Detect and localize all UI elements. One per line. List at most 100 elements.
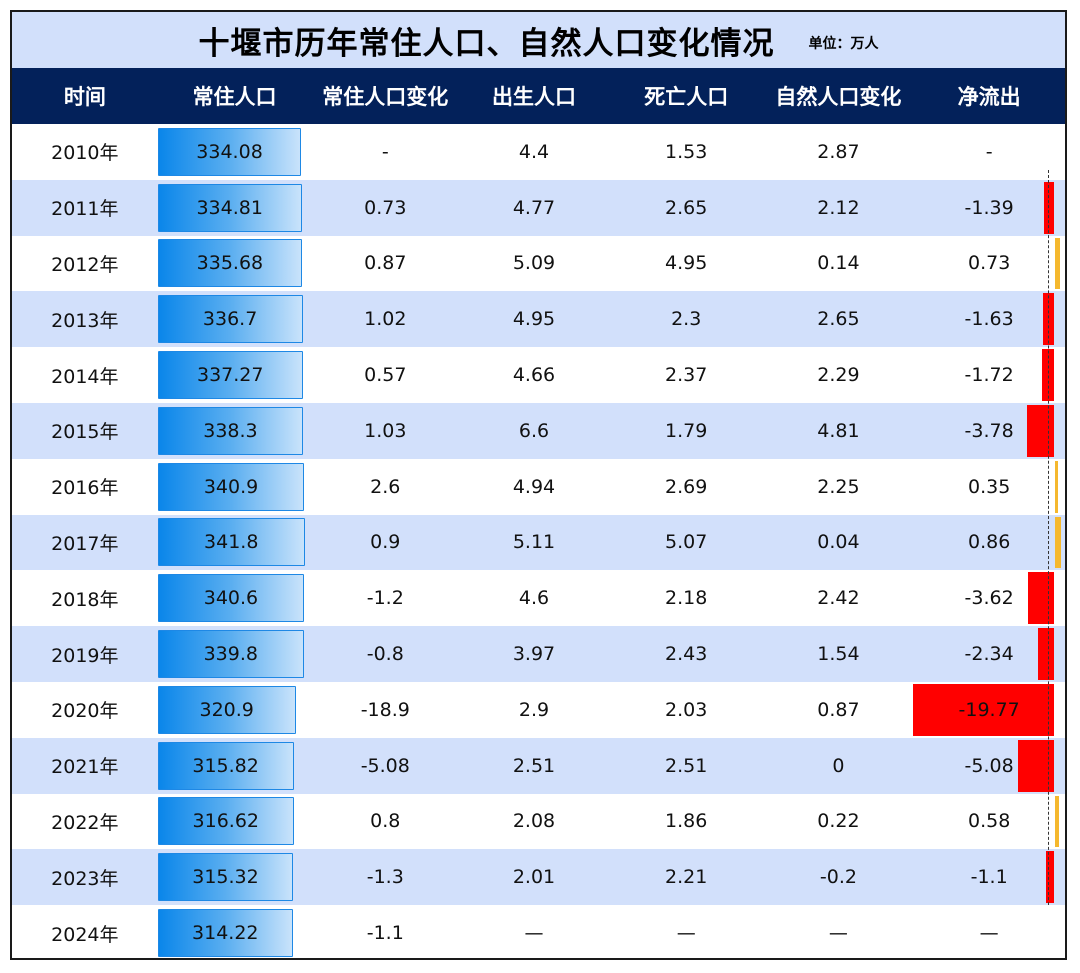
deaths-cell: — [676,922,696,945]
net-outflow-cell: -2.34 [913,626,1065,682]
population-change-cell: 1.02 [364,308,407,331]
net-outflow-data-bar [1027,404,1055,457]
table-row: 2024年 314.22 -1.1 — — — — [12,905,1065,961]
births-cell: 4.4 [518,140,550,163]
population-data-bar: 340.6 [157,574,305,623]
table-row: 2019年 339.8 -0.8 3.97 2.43 1.54 -2.34 [12,626,1065,682]
population-change-cell: -1.2 [366,587,404,610]
population-change-cell: 0.57 [364,364,407,387]
year-cell: 2010年 [51,142,119,165]
year-cell: 2017年 [51,532,119,555]
year-cell: 2013年 [51,309,119,332]
natural-change-cell: 1.54 [817,643,860,666]
population-change-cell: -5.08 [360,754,410,777]
population-data-bar: 339.8 [157,630,304,679]
natural-change-cell: 2.12 [817,196,860,219]
population-cell: 315.82 [157,738,312,794]
deaths-cell: 2.18 [665,587,708,610]
net-outflow-value: -5.08 [964,754,1014,777]
net-outflow-value: 0.58 [967,810,1011,833]
net-outflow-data-bar [913,683,1055,736]
net-outflow-value: -1.72 [964,364,1014,387]
population-cell: 340.9 [157,459,312,515]
net-outflow-cell: -1.63 [913,291,1065,347]
births-cell: 3.97 [512,643,556,666]
population-cell: 334.81 [157,180,312,236]
net-outflow-data-bar [1044,181,1055,234]
net-outflow-cell: - [913,124,1065,180]
population-data-bar: 334.08 [157,127,302,176]
population-table: 十堰市历年常住人口、自然人口变化情况 单位：万人 时间 常住人口 常住人口变化 … [10,10,1067,960]
table-row: 2014年 337.27 0.57 4.66 2.37 2.29 -1.72 [12,347,1065,403]
deaths-cell: 5.07 [665,531,708,554]
header-year: 时间 [63,85,106,109]
population-cell: 339.8 [157,626,312,682]
table-row: 2023年 315.32 -1.3 2.01 2.21 -0.2 -1.1 [12,849,1065,906]
net-outflow-value: -3.78 [964,419,1014,442]
births-cell: 2.9 [518,698,550,721]
population-data-bar: 315.82 [157,741,294,790]
population-cell: 320.9 [157,682,312,738]
deaths-cell: 2.43 [665,643,708,666]
population-cell: 335.68 [157,236,312,292]
net-outflow-cell: -19.77 [913,682,1065,738]
unit-label: 单位：万人 [808,36,879,52]
population-change-cell: 1.03 [364,419,407,442]
year-cell: 2014年 [51,365,119,388]
natural-change-cell: 2.87 [817,140,860,163]
population-cell: 336.7 [157,291,312,347]
population-cell: 337.27 [157,347,312,403]
deaths-cell: 1.79 [665,419,708,442]
page-title: 十堰市历年常住人口、自然人口变化情况 [198,25,775,62]
table-row: 2017年 341.8 0.9 5.11 5.07 0.04 0.86 [12,514,1065,571]
table-row: 2013年 336.7 1.02 4.95 2.3 2.65 -1.63 [12,291,1065,348]
net-outflow-data-bar [1055,795,1060,848]
year-cell: 2021年 [51,756,119,779]
net-outflow-data-bar [1055,237,1061,290]
population-data-bar: 340.9 [157,462,305,511]
births-cell: 4.6 [518,587,550,610]
population-data-bar: 341.8 [157,518,305,567]
natural-change-cell: 0.14 [817,252,860,275]
population-change-cell: 0.9 [370,531,401,554]
net-outflow-cell: 0.35 [913,459,1065,515]
population-data-bar: 314.22 [157,909,293,958]
year-cell: 2022年 [51,811,119,834]
population-cell: 334.08 [157,124,312,180]
net-outflow-cell: — [913,905,1065,961]
table-row: 2012年 335.68 0.87 5.09 4.95 0.14 0.73 [12,236,1065,292]
natural-change-cell: 2.65 [817,308,860,331]
net-outflow-value: -2.34 [964,643,1014,666]
header-population-change: 常住人口变化 [322,85,449,109]
deaths-cell: 2.65 [665,196,708,219]
table-body: 2010年 334.08 - 4.4 1.53 2.87 - 2011年 334.81 0.73 4… [12,124,1065,961]
deaths-cell: 2.37 [665,364,708,387]
births-cell: 2.51 [512,754,556,777]
table-row: 2021年 315.82 -5.08 2.51 2.51 0 -5.08 [12,737,1065,794]
population-data-bar: 337.27 [157,351,303,400]
natural-change-cell: 4.81 [817,419,860,442]
natural-change-cell: — [828,922,848,945]
table-row: 2020年 320.9 -18.9 2.9 2.03 0.87 -19.77 [12,682,1065,738]
net-outflow-cell: -3.78 [913,403,1065,459]
births-cell: 4.95 [512,308,556,331]
births-cell: 4.77 [512,196,556,219]
net-outflow-value: -19.77 [958,698,1020,721]
natural-change-cell: 0.04 [817,531,860,554]
year-cell: 2018年 [51,588,119,611]
births-cell: 5.11 [512,531,556,554]
natural-change-cell: 0.87 [817,698,860,721]
table-row: 2016年 340.9 2.6 4.94 2.69 2.25 0.35 [12,459,1065,515]
table-row: 2011年 334.81 0.73 4.77 2.65 2.12 -1.39 [12,179,1065,236]
table-row: 2015年 338.3 1.03 6.6 1.79 4.81 -3.78 [12,402,1065,459]
deaths-cell: 1.53 [665,140,708,163]
natural-change-cell: -0.2 [819,866,857,889]
population-change-cell: 0.73 [364,196,407,219]
population-data-bar: 336.7 [157,295,303,344]
net-outflow-value: 0.86 [967,531,1011,554]
year-cell: 2024年 [51,923,119,946]
header-net-outflow: 净流出 [957,85,1021,109]
net-outflow-cell: 0.86 [913,515,1065,571]
net-outflow-value: 0.73 [967,252,1011,275]
births-cell: 2.08 [512,810,556,833]
